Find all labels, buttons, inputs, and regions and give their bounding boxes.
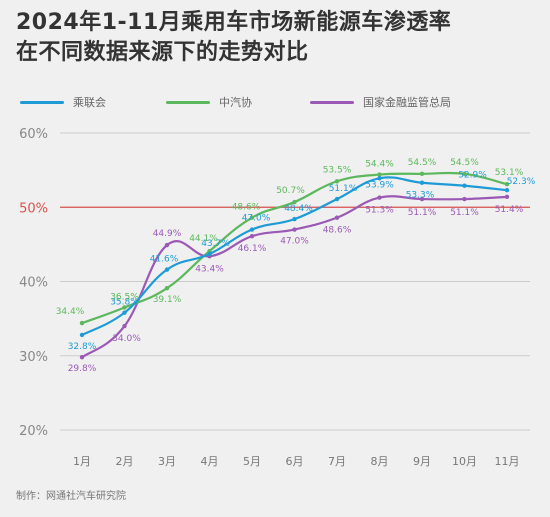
y-tick-label: 20% [19,424,48,439]
y-tick-label: 60% [19,127,48,142]
legend-label-nfra: 国家金融监管总局 [363,96,451,109]
chart-title-line-2: 在不同数据来源下的走势对比 [16,40,309,65]
data-label-nfra: 51.1% [450,208,479,218]
data-point-cpca [164,267,170,272]
x-tick-label: 7月 [328,455,346,468]
data-label-nfra: 43.4% [195,264,224,274]
data-label-caam: 53.1% [495,168,524,178]
x-tick-label: 4月 [201,455,219,468]
chart-title: 2024年1-11月乘用车市场新能源车渗透率 在不同数据来源下的走势对比 [16,8,541,68]
legend-swatch-caam [166,100,210,104]
x-tick-label: 6月 [286,455,304,468]
y-tick-label: 40% [19,276,48,291]
data-point-caam [79,320,85,326]
data-point-cpca [79,332,85,338]
data-label-caam: 54.5% [450,158,479,168]
data-label-caam: 34.4% [56,307,85,317]
data-point-cpca [292,216,297,222]
x-tick-label: 8月 [371,455,389,468]
data-point-nfra [79,355,85,360]
x-tick-label: 11月 [495,455,520,468]
data-label-nfra: 51.3% [365,206,394,216]
data-label-caam: 48.6% [232,203,261,213]
legend-swatch-nfra [310,100,354,104]
data-label-caam: 44.1% [189,234,218,244]
x-tick-label: 3月 [158,455,176,468]
y-tick-label: 50% [19,201,48,216]
data-label-caam: 54.4% [365,160,394,170]
data-label-nfra: 29.8% [68,364,97,374]
data-label-nfra: 48.6% [323,226,352,236]
data-point-caam [292,199,297,205]
data-label-cpca: 48.4% [284,204,313,214]
data-label-cpca: 32.8% [68,342,97,352]
data-label-nfra: 51.4% [495,205,524,215]
x-tick-label: 9月 [413,455,431,468]
data-point-cpca [462,183,467,188]
data-label-cpca: 41.6% [150,255,179,265]
data-point-caam [377,172,382,177]
data-label-caam: 50.7% [276,186,305,196]
y-tick-label: 30% [19,350,48,365]
data-point-cpca [504,187,510,193]
data-label-cpca: 47.0% [242,214,271,224]
chart-title-line-1: 2024年1-11月乘用车市场新能源车渗透率 [16,10,452,35]
data-label-cpca: 53.3% [406,191,435,201]
data-label-cpca: 43.7% [201,239,230,249]
data-point-cpca [207,251,212,257]
data-label-cpca: 52.3% [507,177,536,187]
data-point-cpca [419,180,425,185]
data-point-nfra [122,323,127,329]
data-point-nfra [419,196,425,202]
x-tick-label: 2月 [116,455,134,468]
data-point-cpca [122,310,127,315]
data-label-cpca: 52.9% [458,171,487,181]
data-point-caam [419,171,425,177]
data-label-caam: 39.1% [153,295,182,305]
data-label-caam: 54.5% [408,158,437,168]
data-point-caam [504,182,510,187]
data-point-caam [462,171,467,177]
data-label-nfra: 47.0% [280,237,309,247]
legend-item-caam[interactable]: 中汽协 [166,94,252,110]
data-label-cpca: 35.8% [110,298,139,308]
data-point-cpca [334,196,340,202]
data-point-nfra [504,194,510,200]
data-point-cpca [377,176,382,181]
data-label-nfra: 34.0% [112,334,141,344]
data-point-nfra [462,196,467,202]
data-point-nfra [292,227,297,232]
data-point-nfra [377,195,382,200]
data-point-caam [249,215,255,220]
x-tick-label: 5月 [243,455,261,468]
data-label-cpca: 51.1% [329,184,358,194]
data-point-caam [334,179,340,184]
legend-swatch-cpca [20,100,64,104]
data-point-caam [122,305,127,310]
data-label-caam: 53.5% [323,165,352,175]
data-label-caam: 36.5% [110,292,139,302]
source-note: 制作：网通社汽车研究院 [16,491,126,502]
data-label-nfra: 44.9% [153,229,182,239]
data-label-cpca: 53.9% [365,180,394,190]
legend-label-caam: 中汽协 [219,96,252,109]
data-point-cpca [249,227,255,232]
legend-item-nfra[interactable]: 国家金融监管总局 [310,94,451,110]
data-point-nfra [164,242,170,248]
x-tick-label: 10月 [452,455,477,468]
chart-legend: 乘联会 中汽协 国家金融监管总局 [0,94,550,110]
data-label-nfra: 46.1% [238,244,267,254]
data-label-nfra: 51.1% [408,208,437,218]
data-point-nfra [249,234,255,239]
data-point-caam [164,285,170,291]
x-tick-label: 1月 [73,455,91,468]
legend-item-cpca[interactable]: 乘联会 [20,94,106,110]
legend-label-cpca: 乘联会 [73,96,106,109]
data-point-nfra [334,215,340,220]
series-line-nfra [80,195,509,359]
